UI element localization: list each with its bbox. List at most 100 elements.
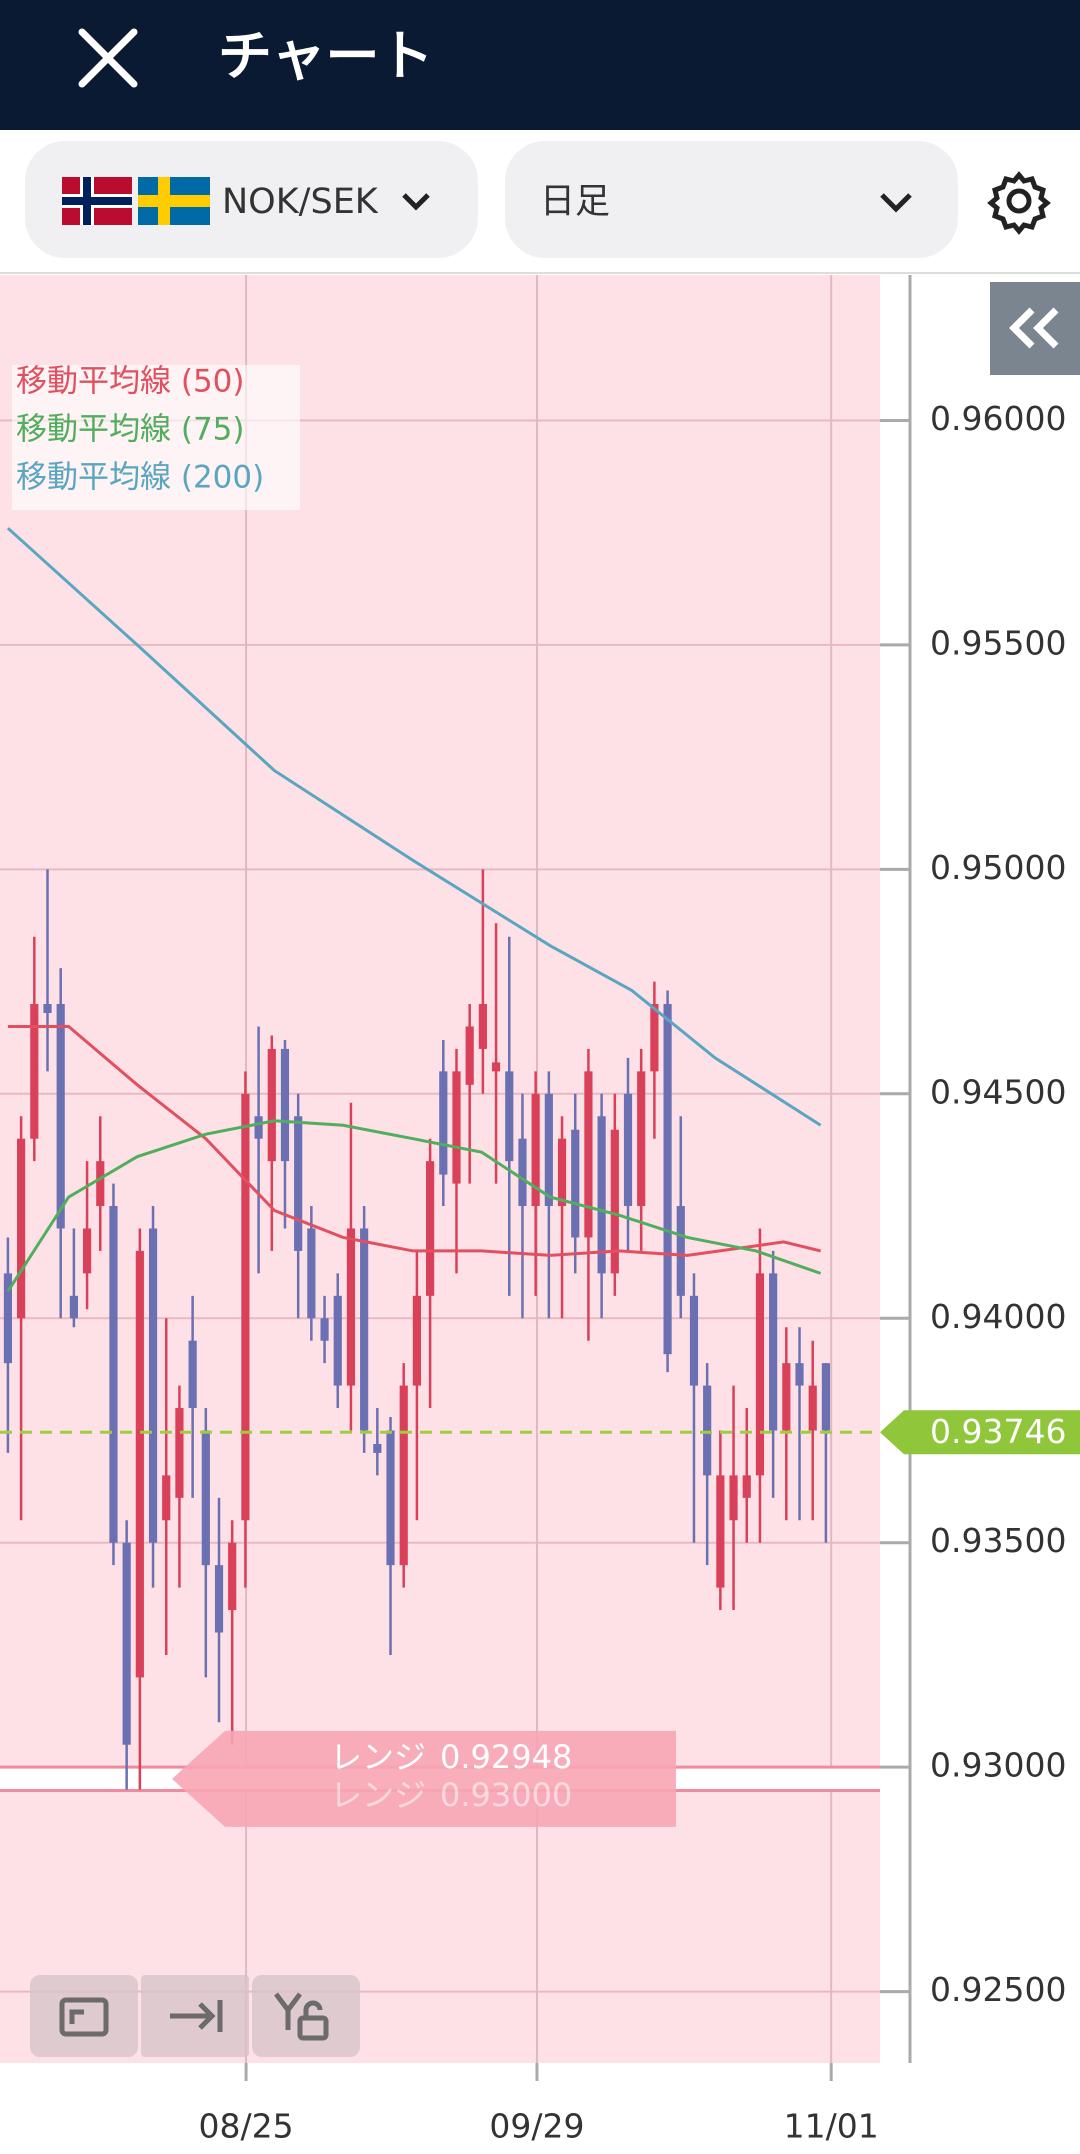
candle-body xyxy=(518,1138,527,1207)
candle-body xyxy=(175,1408,184,1498)
range-label-value: 0.93000 xyxy=(440,1776,572,1814)
candle-body xyxy=(505,1071,514,1162)
legend-entry: 移動平均線 (75) xyxy=(16,412,245,448)
candle-body xyxy=(294,1116,303,1251)
candle-body xyxy=(69,1295,78,1319)
range-label: レンジ 0.93000 xyxy=(330,1776,572,1814)
y-tick-label: 0.95500 xyxy=(930,623,1066,662)
y-tick-label: 0.93000 xyxy=(930,1746,1066,1785)
candle-body xyxy=(465,1026,474,1085)
range-label-name: レンジ xyxy=(330,1776,426,1814)
range-label-value: 0.92948 xyxy=(440,1738,572,1776)
fit-button[interactable] xyxy=(30,1975,138,2057)
pair-selector[interactable] xyxy=(25,141,478,258)
candle-body xyxy=(254,1116,263,1139)
pair-label: NOK/SEK xyxy=(222,182,379,222)
moving-average-line xyxy=(6,1119,822,1293)
candle-body xyxy=(241,1093,250,1521)
candle-body xyxy=(188,1340,197,1409)
candle-body xyxy=(373,1443,382,1453)
range-label-name: レンジ xyxy=(330,1738,426,1776)
legend-entry: 移動平均線 (50) xyxy=(16,364,245,400)
chevron xyxy=(402,193,430,211)
candle-body xyxy=(320,1318,329,1341)
candle-body xyxy=(386,1430,395,1566)
timeframe-label: 日足 xyxy=(540,182,610,222)
candle-body xyxy=(399,1385,408,1566)
close-button[interactable] xyxy=(78,28,138,88)
candle-body xyxy=(557,1138,567,1207)
candle-body xyxy=(346,1228,356,1386)
candle-body xyxy=(56,1004,65,1229)
candle-body xyxy=(201,1430,210,1566)
candle-body xyxy=(333,1295,342,1386)
candle-body xyxy=(478,1004,487,1049)
collapse-icon xyxy=(1009,307,1059,349)
candle-body xyxy=(148,1228,158,1543)
candle-body xyxy=(637,1071,646,1207)
candle-body xyxy=(650,1004,659,1072)
range-label-box xyxy=(172,1730,676,1827)
range-label: レンジ 0.92948 xyxy=(330,1738,572,1776)
settings-button[interactable] xyxy=(987,171,1051,235)
header-bar xyxy=(0,0,1080,130)
candle-body xyxy=(663,1004,672,1355)
candle-body xyxy=(82,1228,92,1274)
candle-body xyxy=(821,1363,830,1431)
x-tick-label: 11/01 xyxy=(784,2107,879,2146)
candle-body xyxy=(703,1385,712,1476)
y-tick-label: 0.94500 xyxy=(930,1072,1066,1111)
candle-body xyxy=(30,1004,39,1139)
candle-body xyxy=(491,1062,501,1072)
candle-body xyxy=(122,1542,131,1745)
y-tick-label: 0.94000 xyxy=(930,1297,1066,1336)
candle-body xyxy=(43,1004,52,1014)
candle-body xyxy=(544,1093,553,1207)
candle-body xyxy=(162,1475,171,1521)
y-tick-label: 0.96000 xyxy=(930,399,1066,438)
legend-box xyxy=(12,365,300,510)
current-price-label: 0.93746 xyxy=(930,1412,1066,1451)
chevron xyxy=(880,193,912,213)
moving-average-line xyxy=(6,527,822,1127)
candle-body xyxy=(571,1129,580,1238)
current-price-marker xyxy=(880,1410,1080,1455)
flag-norway xyxy=(62,177,132,225)
timeframe-selector[interactable] xyxy=(505,141,958,258)
candle-body xyxy=(676,1206,685,1296)
candle-body xyxy=(623,1093,633,1207)
candle-body xyxy=(584,1071,593,1238)
candle-body xyxy=(135,1250,144,1678)
y-tick-label: 0.93500 xyxy=(930,1521,1066,1560)
candle-body xyxy=(808,1385,817,1431)
candle-body xyxy=(439,1071,448,1175)
candle-body xyxy=(531,1093,540,1207)
header-title: チャート xyxy=(218,25,433,88)
candle-body xyxy=(597,1116,606,1274)
candle-body xyxy=(729,1475,738,1521)
candle-body xyxy=(689,1295,699,1386)
candle-body xyxy=(3,1273,13,1364)
candle-body xyxy=(360,1228,369,1431)
candle-body xyxy=(716,1475,725,1588)
legend-entry: 移動平均線 (200) xyxy=(16,460,264,496)
candle-body xyxy=(782,1363,791,1431)
candle-body xyxy=(228,1542,237,1611)
candle-body xyxy=(17,1138,26,1319)
flag-sweden xyxy=(138,177,210,225)
chart-tools xyxy=(30,1975,360,2057)
candle-body xyxy=(280,1048,290,1162)
x-tick-label: 09/29 xyxy=(489,2107,584,2146)
candle-body xyxy=(267,1048,276,1162)
candle-body xyxy=(452,1071,461,1184)
candle-body xyxy=(755,1273,765,1476)
candle-body xyxy=(109,1206,118,1543)
candle-body xyxy=(769,1273,778,1431)
candle-body xyxy=(307,1228,316,1319)
candle-body xyxy=(610,1129,619,1274)
y-tick-label: 0.95000 xyxy=(930,848,1066,887)
candle-body xyxy=(412,1295,422,1386)
candle-body xyxy=(214,1565,224,1633)
